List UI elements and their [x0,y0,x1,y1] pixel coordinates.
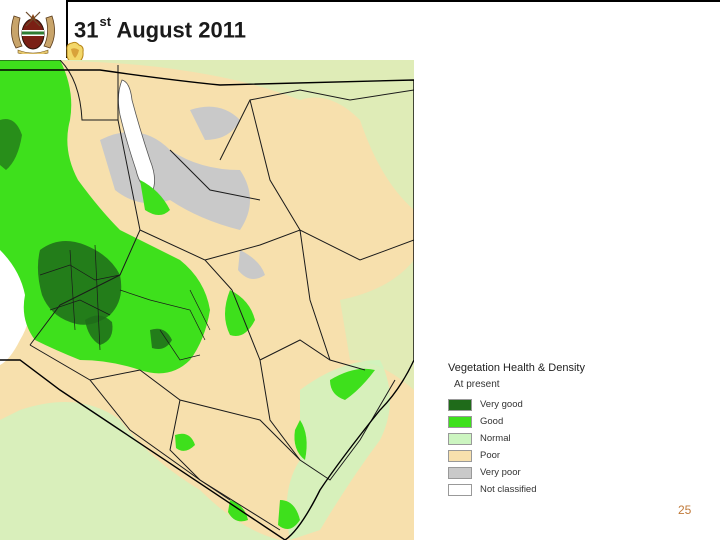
legend-item: Good [448,413,628,430]
lion-emblem-icon [66,41,84,65]
header-divider [66,0,68,58]
legend-item: Very poor [448,464,628,481]
legend-label: Normal [480,433,511,444]
page-title: 31st August 2011 [74,14,246,43]
legend-label: Very good [480,399,523,410]
legend-swatch [448,466,472,479]
legend-item: Poor [448,447,628,464]
map-legend: Vegetation Health & Density At present V… [448,362,628,498]
legend-item: Not classified [448,481,628,498]
legend-label: Good [480,416,504,427]
legend-swatch [448,483,472,496]
coat-of-arms-icon [11,11,55,54]
legend-swatch [448,449,472,462]
page-number: 25 [678,503,692,517]
header-rule [66,0,720,2]
legend-label: Very poor [480,467,521,478]
legend-swatch [448,398,472,411]
legend-swatch [448,432,472,445]
legend-swatch [448,415,472,428]
legend-item: Very good [448,396,628,413]
vegetation-map [0,60,414,540]
legend-item: Normal [448,430,628,447]
legend-title: Vegetation Health & Density [448,362,585,374]
legend-label: Poor [480,450,501,461]
legend-subtitle: At present [454,379,500,390]
legend-label: Not classified [480,484,537,495]
